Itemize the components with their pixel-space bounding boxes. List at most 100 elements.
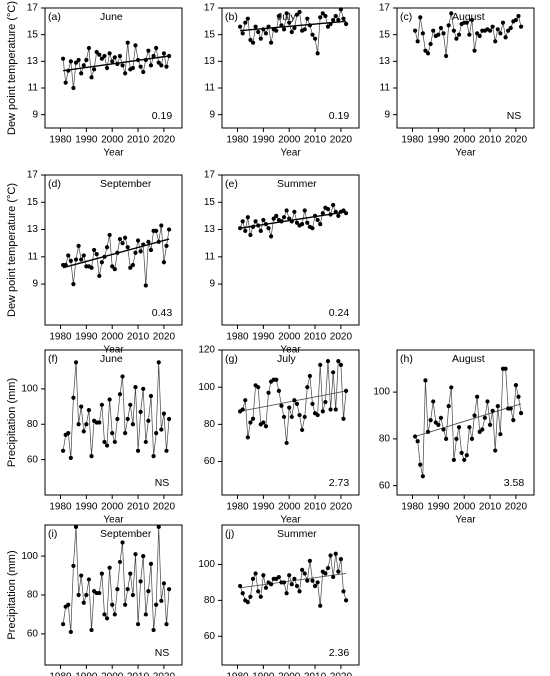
x-tick-label: 1990 (75, 332, 98, 343)
data-point (318, 15, 323, 20)
data-point (333, 551, 338, 556)
data-point (237, 24, 243, 29)
data-point (320, 409, 325, 414)
x-tick-label: 2020 (153, 332, 176, 343)
plot-frame (44, 174, 183, 326)
data-point (120, 241, 125, 246)
data-point (503, 366, 508, 371)
data-point (333, 209, 338, 214)
data-point (487, 422, 493, 427)
data-point (412, 434, 418, 439)
annotation: 3.58 (504, 477, 525, 489)
data-point (146, 418, 151, 423)
data-point (315, 580, 320, 585)
x-tick-label: 2010 (304, 672, 327, 676)
data-point (71, 281, 76, 287)
data-point (446, 23, 451, 28)
data-point (125, 416, 130, 422)
data-point (117, 559, 123, 565)
data-point (318, 603, 323, 608)
data-point (263, 221, 269, 227)
data-point (156, 239, 161, 244)
data-point (104, 245, 110, 250)
data-point (261, 27, 266, 32)
x-tick-label: 2020 (330, 502, 353, 513)
data-point (133, 385, 138, 390)
data-point (287, 405, 292, 410)
data-point (477, 33, 482, 39)
panel-title: August (452, 353, 485, 365)
trend-line (414, 403, 522, 437)
data-point (99, 56, 104, 61)
x-tick-label: 1980 (226, 332, 249, 343)
data-point (76, 57, 81, 63)
data-point (66, 68, 71, 73)
data-point (107, 51, 112, 56)
data-point (451, 28, 456, 33)
data-point (245, 435, 250, 440)
data-point (159, 598, 164, 603)
data-point (333, 13, 338, 19)
data-point (449, 385, 454, 390)
data-point (79, 257, 84, 262)
data-point (325, 206, 331, 212)
data-point (503, 35, 508, 40)
data-point (300, 221, 305, 227)
y-tick-label: 13 (204, 224, 216, 235)
data-point (125, 40, 130, 45)
data-point (425, 51, 431, 56)
data-point (300, 427, 305, 433)
data-point (73, 360, 79, 365)
data-point (310, 32, 315, 37)
data-point (128, 402, 133, 407)
data-point (130, 65, 135, 71)
data-point (331, 202, 336, 208)
data-point (237, 226, 243, 231)
data-point (498, 432, 503, 437)
data-point (446, 404, 451, 409)
data-point (115, 250, 120, 255)
data-point (475, 394, 480, 399)
data-point (333, 407, 338, 412)
data-point (258, 36, 263, 41)
data-point (263, 31, 269, 36)
data-point (117, 236, 123, 242)
data-point (151, 627, 156, 633)
y-tick-label: 13 (27, 56, 39, 67)
data-point (161, 411, 167, 416)
series-line (414, 368, 522, 477)
data-point (495, 27, 500, 32)
series-line (63, 225, 170, 286)
x-tick-label: 1990 (252, 502, 275, 513)
x-tick-label: 2000 (278, 332, 301, 343)
data-point (325, 565, 331, 571)
y-axis-label: Dew point temperature (°C) (6, 1, 18, 135)
data-point (94, 251, 99, 257)
data-point (81, 253, 86, 258)
y-tick-label: 15 (379, 29, 391, 40)
data-point (71, 395, 76, 400)
data-point (86, 577, 92, 582)
data-point (266, 24, 271, 29)
panel-label: (i) (48, 528, 57, 540)
data-point (328, 212, 333, 217)
panel-title: June (100, 353, 123, 365)
panel: 9 11 13 15 17 1980 1990 2000 2010 2020 Year (b) July… (204, 3, 360, 159)
data-point (266, 226, 271, 231)
data-point (68, 455, 73, 460)
data-point (102, 254, 107, 259)
data-point (99, 571, 104, 576)
data-point (73, 524, 79, 530)
y-tick-label: 80 (27, 590, 39, 601)
y-tick-label: 100 (198, 382, 215, 393)
data-point (281, 27, 287, 32)
data-point (60, 448, 66, 453)
data-point (508, 25, 513, 31)
data-point (154, 431, 159, 436)
data-point (263, 585, 269, 590)
data-point (245, 600, 250, 605)
panel: 608010019801990200020102020Year(j)Summer… (198, 524, 360, 676)
y-tick-label: 15 (27, 197, 39, 208)
